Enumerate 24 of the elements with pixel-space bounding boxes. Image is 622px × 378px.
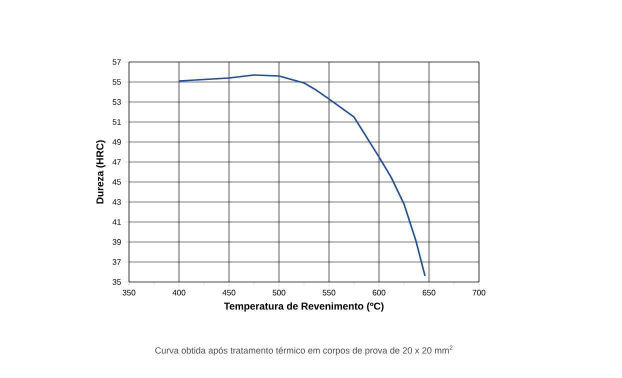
x-tick-label: 500 [272, 290, 286, 296]
x-tick-label: 400 [172, 290, 186, 296]
y-tick-label: 49 [112, 139, 121, 145]
y-tick-label: 35 [112, 279, 121, 285]
x-tick-label: 700 [472, 290, 486, 296]
x-tick-label: 550 [322, 290, 336, 296]
y-tick-label: 45 [112, 179, 121, 185]
y-tick-label: 39 [112, 239, 121, 245]
y-tick-label: 57 [112, 59, 121, 65]
y-tick-label: 51 [112, 119, 121, 125]
line-series [178, 74, 426, 277]
y-tick-label: 37 [112, 259, 121, 265]
y-tick-label: 55 [112, 79, 121, 85]
x-tick-label: 650 [422, 290, 436, 296]
x-tick-label: 600 [372, 290, 386, 296]
text: Curva obtida após tratamento térmico em corpos de prova de 20 x 20 mm$^{2}$ [155, 346, 452, 356]
y-tick-label: 53 [112, 99, 121, 105]
y-tick-label: 43 [112, 199, 121, 205]
y-axis-title: Dureza (HRC) [96, 140, 106, 204]
y-tick-label: 47 [112, 159, 121, 165]
x-tick-label: 450 [222, 290, 236, 296]
x-axis-title: Temperatura de Revenimento (ºC) [224, 302, 384, 312]
y-tick-label: 41 [112, 219, 121, 225]
x-tick-label: 350 [122, 290, 136, 296]
